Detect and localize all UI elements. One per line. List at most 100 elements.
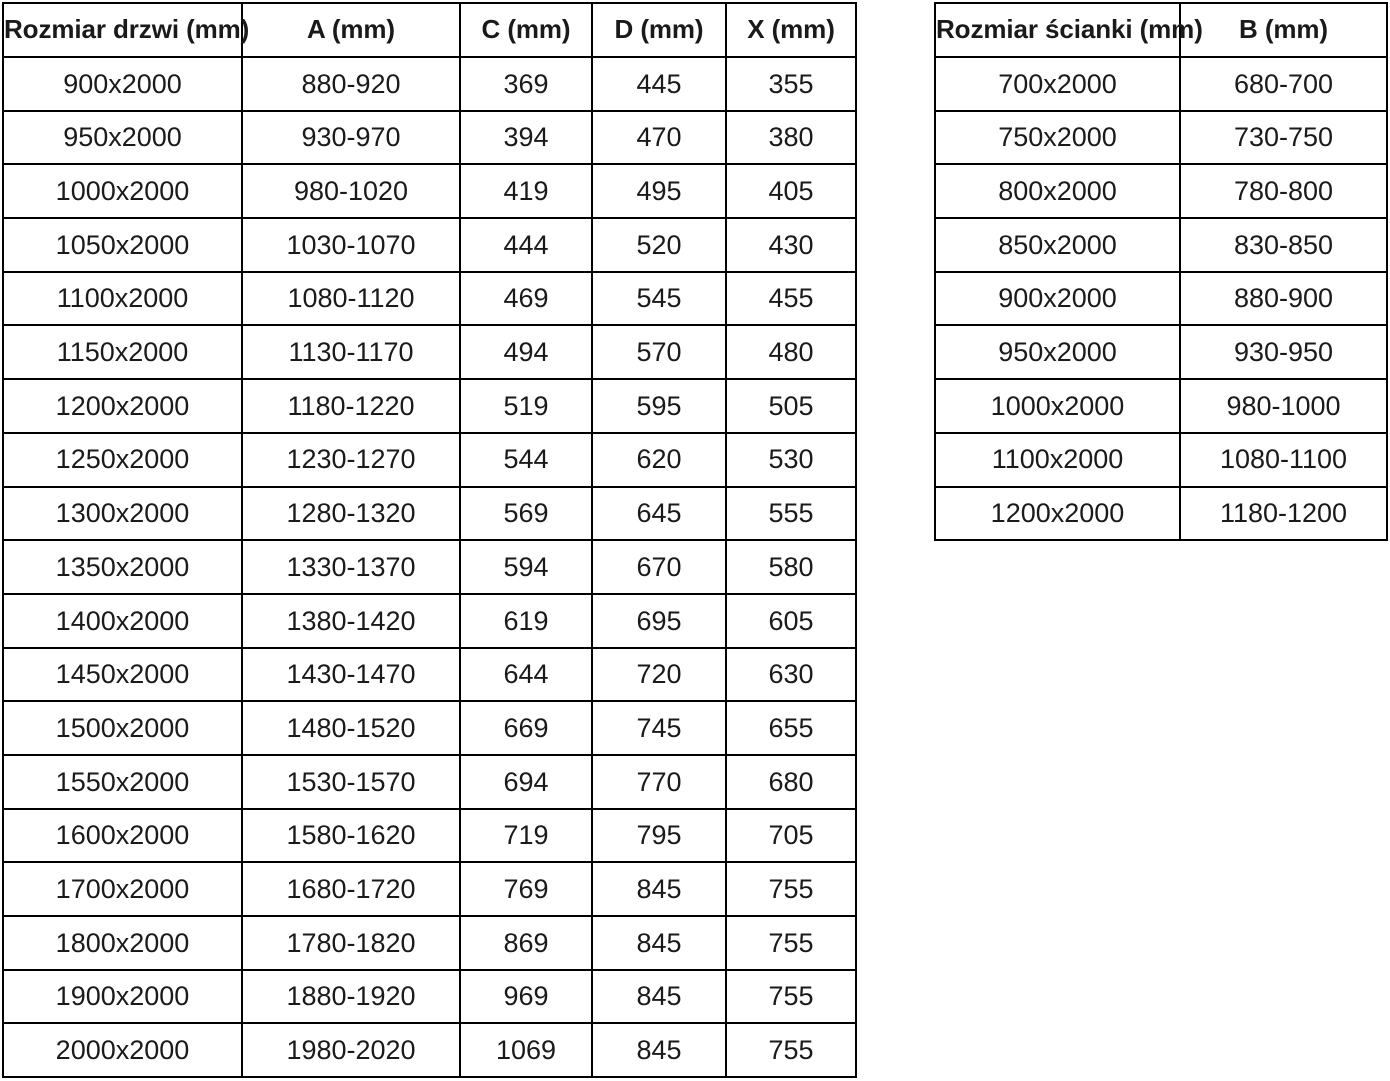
cell-c: 869 [459, 915, 593, 971]
cell-x: 380 [725, 109, 857, 166]
table-row: 1150x2000 1130-1170 494 570 480 [2, 324, 857, 381]
cell-door-size: 1550x2000 [2, 753, 243, 810]
table-row: 1550x2000 1530-1570 694 770 680 [2, 753, 857, 810]
cell-c: 394 [459, 109, 593, 166]
cell-wall-size: 1100x2000 [934, 431, 1181, 488]
cell-b: 830-850 [1179, 217, 1388, 273]
cell-x: 355 [725, 56, 857, 112]
cell-x: 480 [725, 324, 857, 381]
cell-x: 755 [725, 968, 857, 1025]
cell-door-size: 1150x2000 [2, 324, 243, 381]
cell-wall-size: 850x2000 [934, 217, 1181, 273]
table-row: 750x2000 730-750 [934, 109, 1388, 166]
wall-table-body: 700x2000 680-700 750x2000 730-750 800x2000 78… [934, 56, 1388, 542]
table-row: 1450x2000 1430-1470 644 720 630 [2, 646, 857, 703]
cell-d: 470 [591, 109, 727, 166]
cell-c: 419 [459, 163, 593, 220]
cell-a: 1130-1170 [241, 324, 461, 381]
cell-c: 369 [459, 56, 593, 112]
cell-c: 669 [459, 700, 593, 756]
cell-c: 444 [459, 217, 593, 273]
cell-door-size: 1000x2000 [2, 163, 243, 220]
cell-d: 495 [591, 163, 727, 220]
cell-c: 694 [459, 753, 593, 810]
cell-door-size: 1900x2000 [2, 968, 243, 1025]
table-row: 1050x2000 1030-1070 444 520 430 [2, 217, 857, 273]
cell-c: 1069 [459, 1022, 593, 1079]
cell-a: 980-1020 [241, 163, 461, 220]
table-row: 1000x2000 980-1000 [934, 378, 1388, 434]
cell-wall-size: 900x2000 [934, 270, 1181, 327]
cell-door-size: 1700x2000 [2, 861, 243, 917]
cell-door-size: 1350x2000 [2, 539, 243, 595]
table-row: 850x2000 830-850 [934, 217, 1388, 273]
cell-a: 1480-1520 [241, 700, 461, 756]
cell-c: 569 [459, 485, 593, 542]
cell-door-size: 1600x2000 [2, 807, 243, 864]
column-header-a: A (mm) [241, 2, 461, 58]
cell-d: 520 [591, 217, 727, 273]
cell-b: 680-700 [1179, 56, 1388, 112]
table-row: 1350x2000 1330-1370 594 670 580 [2, 539, 857, 595]
wall-table-head: Rozmiar ścianki (mm) B (mm) [934, 2, 1388, 58]
cell-b: 980-1000 [1179, 378, 1388, 434]
cell-x: 755 [725, 915, 857, 971]
cell-wall-size: 800x2000 [934, 163, 1181, 220]
doors-dimensions-table: Rozmiar drzwi (mm) A (mm) C (mm) D (mm) … [2, 2, 857, 1079]
cell-d: 845 [591, 968, 727, 1025]
table-header-row: Rozmiar ścianki (mm) B (mm) [934, 2, 1388, 58]
table-row: 1200x2000 1180-1200 [934, 485, 1388, 542]
doors-table-body: 900x2000 880-920 369 445 355 950x2000 930-970 3… [2, 56, 857, 1079]
table-row: 1600x2000 1580-1620 719 795 705 [2, 807, 857, 864]
table-row: 1300x2000 1280-1320 569 645 555 [2, 485, 857, 542]
table-row: 800x2000 780-800 [934, 163, 1388, 220]
cell-d: 845 [591, 1022, 727, 1079]
cell-x: 630 [725, 646, 857, 703]
cell-c: 644 [459, 646, 593, 703]
table-row: 2000x2000 1980-2020 1069 845 755 [2, 1022, 857, 1079]
column-header-c: C (mm) [459, 2, 593, 58]
cell-d: 745 [591, 700, 727, 756]
table-row: 1200x2000 1180-1220 519 595 505 [2, 378, 857, 434]
cell-x: 455 [725, 270, 857, 327]
cell-c: 719 [459, 807, 593, 864]
cell-x: 755 [725, 1022, 857, 1079]
cell-x: 705 [725, 807, 857, 864]
cell-d: 445 [591, 56, 727, 112]
cell-a: 880-920 [241, 56, 461, 112]
cell-door-size: 1500x2000 [2, 700, 243, 756]
cell-x: 655 [725, 700, 857, 756]
cell-x: 680 [725, 753, 857, 810]
cell-x: 605 [725, 592, 857, 649]
cell-b: 1180-1200 [1179, 485, 1388, 542]
cell-a: 1780-1820 [241, 915, 461, 971]
cell-x: 405 [725, 163, 857, 220]
cell-x: 755 [725, 861, 857, 917]
cell-wall-size: 950x2000 [934, 324, 1181, 381]
cell-a: 1880-1920 [241, 968, 461, 1025]
cell-d: 645 [591, 485, 727, 542]
table-row: 700x2000 680-700 [934, 56, 1388, 112]
cell-b: 880-900 [1179, 270, 1388, 327]
cell-c: 494 [459, 324, 593, 381]
cell-a: 1080-1120 [241, 270, 461, 327]
cell-c: 969 [459, 968, 593, 1025]
wall-dimensions-table: Rozmiar ścianki (mm) B (mm) 700x2000 680-… [934, 2, 1388, 542]
cell-x: 430 [725, 217, 857, 273]
cell-a: 1430-1470 [241, 646, 461, 703]
cell-door-size: 900x2000 [2, 56, 243, 112]
cell-d: 620 [591, 431, 727, 488]
table-row: 900x2000 880-920 369 445 355 [2, 56, 857, 112]
table-row: 1500x2000 1480-1520 669 745 655 [2, 700, 857, 756]
table-row: 1100x2000 1080-1100 [934, 431, 1388, 488]
cell-x: 530 [725, 431, 857, 488]
table-row: 900x2000 880-900 [934, 270, 1388, 327]
cell-a: 1330-1370 [241, 539, 461, 595]
cell-d: 545 [591, 270, 727, 327]
cell-b: 930-950 [1179, 324, 1388, 381]
cell-b: 730-750 [1179, 109, 1388, 166]
column-header-x: X (mm) [725, 2, 857, 58]
cell-door-size: 1200x2000 [2, 378, 243, 434]
cell-c: 519 [459, 378, 593, 434]
cell-door-size: 1400x2000 [2, 592, 243, 649]
